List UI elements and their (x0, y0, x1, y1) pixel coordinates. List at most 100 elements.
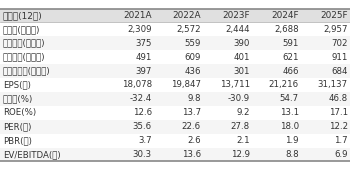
Text: 세전순익(십억원): 세전순익(십억원) (3, 53, 45, 62)
Text: 2023F: 2023F (222, 11, 250, 20)
Bar (252, 148, 301, 162)
Bar (154, 78, 203, 92)
Bar (203, 50, 252, 64)
Text: 9.8: 9.8 (187, 94, 201, 103)
Bar (0, 22, 105, 36)
Text: -30.9: -30.9 (228, 94, 250, 103)
Bar (0, 134, 105, 148)
Bar (301, 22, 350, 36)
Text: 2.6: 2.6 (187, 136, 201, 145)
Text: 9.2: 9.2 (236, 108, 250, 117)
Text: 증감율(%): 증감율(%) (3, 94, 33, 103)
Text: 2,444: 2,444 (225, 25, 250, 34)
Text: 27.8: 27.8 (231, 122, 250, 131)
Text: PER(배): PER(배) (3, 122, 31, 131)
Bar (0, 92, 105, 106)
Text: 8.8: 8.8 (285, 150, 299, 159)
Bar (0, 50, 105, 64)
Bar (203, 8, 252, 22)
Text: 2021A: 2021A (123, 11, 152, 20)
Text: 2.1: 2.1 (236, 136, 250, 145)
Bar (301, 134, 350, 148)
Bar (301, 50, 350, 64)
Bar (154, 36, 203, 50)
Bar (105, 64, 154, 78)
Bar (252, 92, 301, 106)
Bar (105, 92, 154, 106)
Bar (154, 64, 203, 78)
Bar (154, 106, 203, 120)
Text: 35.6: 35.6 (133, 122, 152, 131)
Text: PBR(배): PBR(배) (3, 136, 31, 145)
Bar (252, 64, 301, 78)
Bar (203, 92, 252, 106)
Text: 397: 397 (135, 67, 152, 76)
Text: 491: 491 (135, 53, 152, 62)
Text: 911: 911 (331, 53, 348, 62)
Bar (203, 148, 252, 162)
Bar (154, 92, 203, 106)
Bar (105, 8, 154, 22)
Bar (203, 22, 252, 36)
Bar (154, 134, 203, 148)
Bar (301, 8, 350, 22)
Bar (0, 64, 105, 78)
Text: 13.7: 13.7 (182, 108, 201, 117)
Text: EPS(원): EPS(원) (3, 81, 31, 89)
Text: 401: 401 (233, 53, 250, 62)
Bar (301, 92, 350, 106)
Bar (0, 106, 105, 120)
Text: 1.7: 1.7 (334, 136, 348, 145)
Text: 621: 621 (282, 53, 299, 62)
Text: -32.4: -32.4 (130, 94, 152, 103)
Text: 559: 559 (184, 39, 201, 48)
Text: 436: 436 (184, 67, 201, 76)
Bar (252, 22, 301, 36)
Text: 2,572: 2,572 (176, 25, 201, 34)
Bar (252, 134, 301, 148)
Text: ROE(%): ROE(%) (3, 108, 36, 117)
Bar (105, 50, 154, 64)
Bar (0, 148, 105, 162)
Bar (252, 78, 301, 92)
Text: 2025F: 2025F (320, 11, 348, 20)
Bar (105, 78, 154, 92)
Text: 2022A: 2022A (172, 11, 201, 20)
Bar (105, 22, 154, 36)
Text: EV/EBITDA(배): EV/EBITDA(배) (3, 150, 61, 159)
Text: 13.1: 13.1 (280, 108, 299, 117)
Bar (301, 36, 350, 50)
Text: 12.2: 12.2 (329, 122, 348, 131)
Bar (105, 134, 154, 148)
Text: 13.6: 13.6 (182, 150, 201, 159)
Bar (105, 106, 154, 120)
Bar (203, 36, 252, 50)
Bar (105, 36, 154, 50)
Bar (301, 120, 350, 134)
Text: 591: 591 (282, 39, 299, 48)
Bar (301, 148, 350, 162)
Bar (154, 22, 203, 36)
Bar (0, 8, 105, 22)
Text: 46.8: 46.8 (329, 94, 348, 103)
Text: 6.9: 6.9 (334, 150, 348, 159)
Text: 21,216: 21,216 (269, 81, 299, 89)
Text: 19,847: 19,847 (171, 81, 201, 89)
Bar (301, 78, 350, 92)
Text: 12.9: 12.9 (231, 150, 250, 159)
Bar (154, 148, 203, 162)
Text: 390: 390 (233, 39, 250, 48)
Bar (154, 8, 203, 22)
Text: 30.3: 30.3 (133, 150, 152, 159)
Text: 3.7: 3.7 (138, 136, 152, 145)
Bar (0, 36, 105, 50)
Bar (203, 78, 252, 92)
Bar (203, 64, 252, 78)
Text: 18.0: 18.0 (280, 122, 299, 131)
Text: 466: 466 (282, 67, 299, 76)
Bar (203, 134, 252, 148)
Text: 54.7: 54.7 (280, 94, 299, 103)
Bar (105, 148, 154, 162)
Text: 영업이익(십억원): 영업이익(십억원) (3, 39, 45, 48)
Text: 18,078: 18,078 (122, 81, 152, 89)
